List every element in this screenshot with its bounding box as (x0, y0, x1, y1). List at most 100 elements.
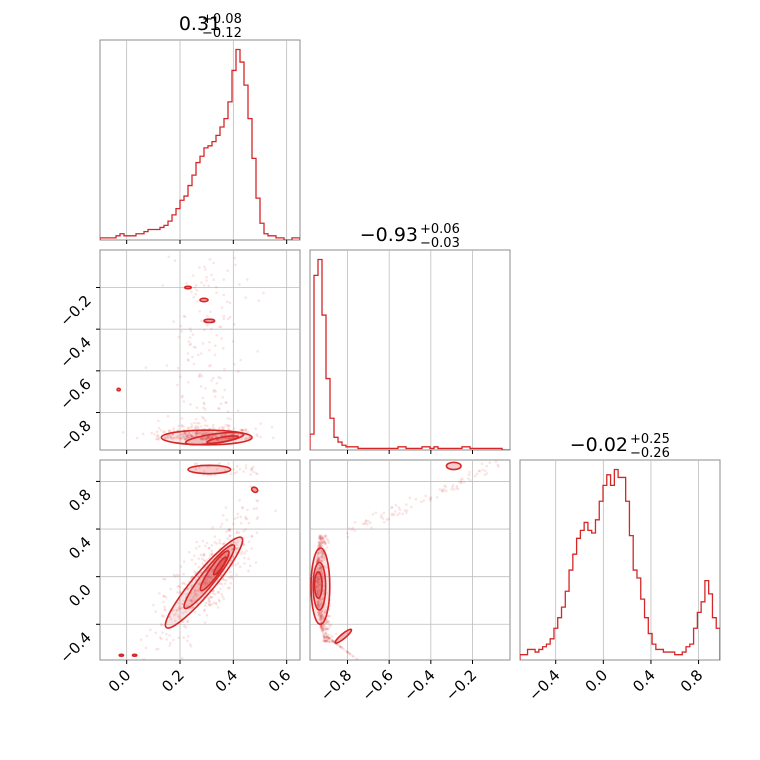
sample-point (330, 638, 334, 642)
sample-point (169, 436, 173, 440)
sample-point (316, 602, 319, 606)
sample-point (318, 544, 322, 548)
sample-point (320, 551, 324, 554)
sample-point (142, 658, 146, 660)
sample-point (232, 468, 235, 471)
sample-point (220, 522, 224, 526)
sample-point (235, 547, 239, 550)
sample-point (221, 577, 225, 581)
sample-point (197, 432, 201, 435)
sample-point (317, 605, 320, 609)
sample-point (371, 513, 375, 516)
sample-point (397, 506, 401, 509)
sample-point (316, 555, 319, 559)
sample-point (211, 553, 214, 557)
sample-point (224, 423, 228, 427)
sample-point (203, 608, 207, 612)
sample-point (262, 291, 265, 295)
sample-point (354, 657, 358, 660)
sample-point (320, 569, 324, 573)
sample-point (317, 557, 321, 561)
sample-point (274, 509, 277, 513)
sample-point (339, 645, 343, 649)
sample-point (440, 488, 444, 491)
sample-point (196, 421, 199, 425)
sample-point (226, 423, 230, 427)
sample-point (322, 552, 325, 556)
sample-point (190, 422, 193, 426)
sample-point (405, 509, 409, 512)
sample-point (244, 464, 248, 467)
sample-point (168, 429, 171, 432)
sample-point (318, 535, 322, 539)
sample-point (205, 430, 209, 434)
sample-point (239, 428, 242, 432)
contour-level-2 (206, 435, 240, 445)
x-tick-label: −0.8 (317, 666, 355, 704)
sample-point (183, 438, 187, 441)
sample-point (207, 435, 211, 439)
x-tick-label: 0.0 (582, 666, 612, 696)
sample-point (351, 526, 355, 530)
x-tick-label: 0.4 (212, 666, 242, 696)
sample-point (250, 466, 253, 470)
sample-point (480, 462, 484, 466)
sample-point (323, 542, 326, 545)
sample-point (210, 327, 213, 331)
sample-point (227, 425, 230, 428)
sample-point (325, 546, 329, 549)
sample-point (205, 558, 208, 562)
sample-point (154, 610, 158, 613)
sample-point (204, 601, 208, 605)
sample-point (191, 430, 194, 434)
sample-point (317, 610, 320, 614)
sample-points (315, 460, 500, 660)
sample-point (327, 640, 331, 643)
sample-point (317, 556, 321, 560)
sample-point (161, 631, 164, 634)
sample-point (205, 275, 208, 279)
sample-point (219, 525, 223, 529)
sample-point (192, 295, 196, 299)
sample-point (194, 467, 198, 471)
contour-level-3 (250, 486, 259, 494)
sample-point (206, 436, 209, 440)
sample-point (327, 623, 331, 626)
sample-point (206, 436, 209, 439)
sample-point (320, 567, 323, 571)
sample-point (319, 614, 323, 618)
sample-point (167, 429, 171, 433)
sample-point (176, 585, 179, 588)
param-0-title: 0.31 (179, 13, 221, 35)
sample-point (201, 415, 204, 419)
sample-point (194, 434, 197, 438)
sample-point (203, 402, 206, 406)
sample-point (459, 478, 463, 481)
param-2-err-minus: −0.26 (630, 446, 670, 461)
sample-point (176, 428, 180, 432)
sample-point (346, 535, 350, 539)
sample-point (256, 472, 259, 476)
sample-point (191, 274, 195, 277)
sample-point (243, 428, 247, 432)
sample-point (318, 551, 322, 555)
sample-point (222, 314, 226, 318)
sample-point (198, 582, 201, 586)
sample-point (172, 429, 176, 432)
sample-point (325, 635, 329, 638)
sample-point (321, 553, 325, 557)
sample-point (444, 489, 448, 493)
sample-point (249, 473, 252, 476)
sample-point (222, 293, 226, 297)
sample-point (225, 436, 228, 440)
sample-point (340, 646, 344, 650)
sample-point (193, 554, 196, 558)
sample-point (186, 427, 190, 430)
sample-point (443, 484, 446, 487)
sample-point (217, 591, 220, 595)
panel-frame (99, 459, 301, 661)
sample-point (255, 499, 259, 502)
sample-point (233, 517, 237, 521)
sample-point (234, 263, 237, 267)
sample-point (190, 424, 194, 428)
